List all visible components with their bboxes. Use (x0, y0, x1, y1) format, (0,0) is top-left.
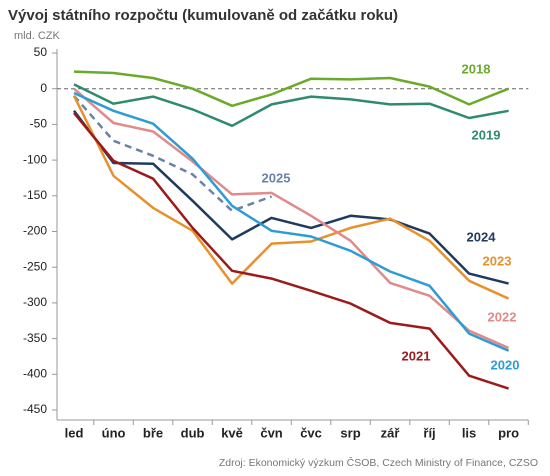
series-label: 2021 (402, 348, 431, 363)
series-label: 2018 (462, 61, 491, 76)
series-label: 2023 (483, 253, 512, 268)
x-tick-label: srp (340, 425, 360, 440)
x-tick-label: pro (498, 425, 519, 440)
x-tick-label: říj (423, 425, 435, 440)
series-line (73, 110, 509, 285)
chart-title: Vývoj státního rozpočtu (kumulovaně od z… (8, 7, 398, 24)
x-tick-label: čvc (300, 425, 322, 440)
series-label: 2025 (262, 170, 291, 185)
y-tick-label: -300 (23, 295, 47, 309)
series-line (73, 91, 510, 352)
x-tick-label: zář (381, 425, 401, 440)
series-line (73, 83, 509, 128)
series-line (73, 87, 510, 350)
y-tick-label: -200 (23, 224, 47, 238)
series-label: 2020 (491, 357, 520, 372)
chart-subtitle: mld. CZK (14, 30, 61, 42)
x-tick-label: dub (181, 425, 205, 440)
series-label: 2022 (488, 309, 517, 324)
y-tick-label: -50 (30, 117, 48, 131)
y-tick-label: 50 (34, 45, 48, 59)
series-label: 2024 (467, 229, 497, 244)
series-line (73, 112, 509, 390)
x-tick-label: bře (143, 425, 163, 440)
y-tick-label: -350 (23, 331, 47, 345)
series-line (73, 70, 510, 108)
series-line (72, 95, 510, 300)
x-tick-label: led (65, 425, 84, 440)
source-note: Zdroj: Ekonomický výzkum ČSOB, Czech Min… (219, 456, 538, 469)
y-tick-label: -400 (23, 366, 47, 380)
x-tick-label: úno (102, 425, 126, 440)
y-tick-label: -150 (23, 188, 47, 202)
series-label: 2019 (472, 127, 501, 142)
y-tick-label: -100 (23, 152, 47, 166)
y-tick-label: -250 (23, 259, 47, 273)
y-tick-label: 0 (40, 81, 47, 95)
x-tick-label: čvn (260, 425, 282, 440)
x-tick-label: lis (462, 425, 476, 440)
y-tick-label: -450 (23, 402, 47, 416)
series-line (73, 94, 273, 213)
x-tick-label: kvě (221, 425, 243, 440)
